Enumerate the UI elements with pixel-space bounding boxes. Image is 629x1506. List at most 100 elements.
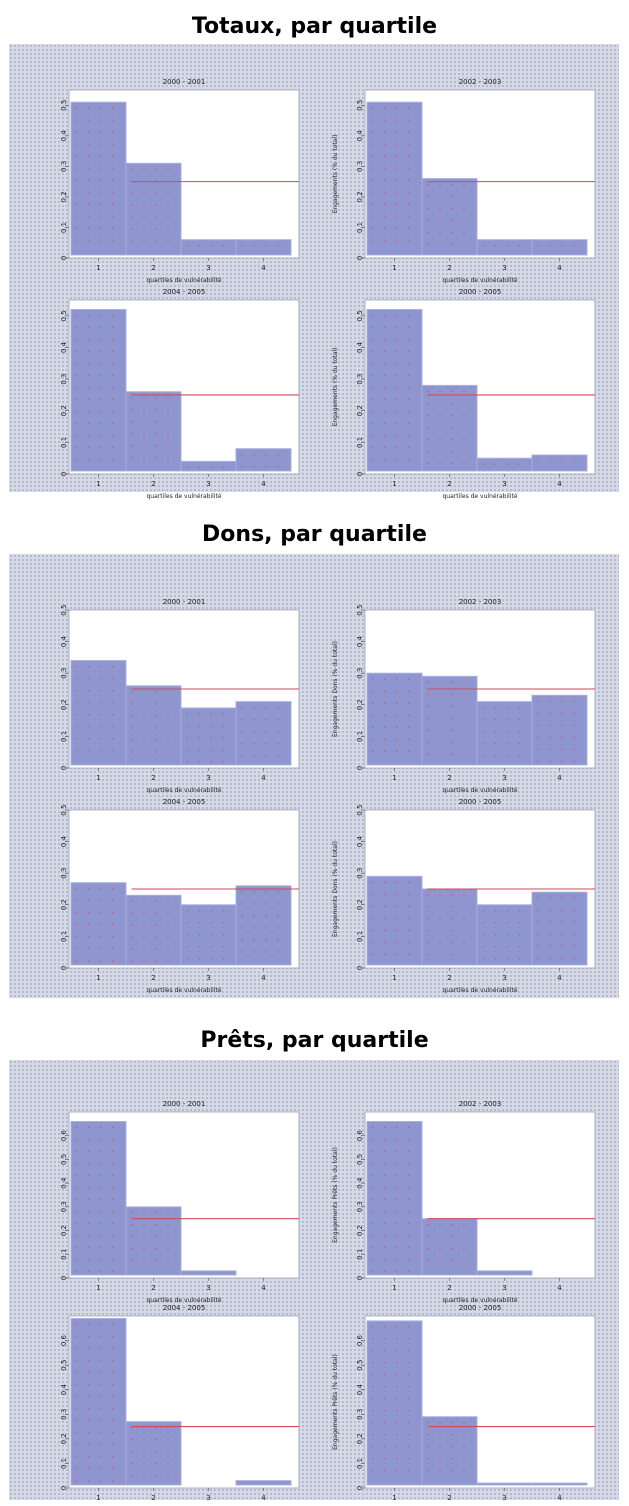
- bar-dot: [463, 894, 465, 896]
- bar-dot: [451, 1446, 453, 1448]
- bar-q1: [70, 101, 127, 256]
- bar-dot: [427, 942, 429, 944]
- bar-dot: [463, 426, 465, 429]
- bar-dot: [482, 706, 484, 709]
- y-tick-label: 0.4: [356, 341, 364, 353]
- bar-dot: [427, 894, 429, 896]
- bar-dot: [210, 946, 212, 948]
- y-tick-label: 0.5: [60, 100, 68, 111]
- bar-dot: [167, 1236, 169, 1238]
- bar-dot: [277, 453, 279, 456]
- bar-dot: [143, 1236, 145, 1238]
- bar-dot: [198, 749, 200, 751]
- bar-dot: [100, 1126, 102, 1129]
- bar-dot: [167, 715, 169, 717]
- bar-dot: [88, 1126, 90, 1129]
- bar-dot: [573, 957, 575, 959]
- bar-dot: [408, 1326, 410, 1328]
- bar-dot: [76, 1258, 78, 1261]
- figure-prets: 2000 - 2001 1 2 3 4 0 0.1 0.2 0.3 0.4 0.5 0.6 quarti…: [60, 1100, 596, 1502]
- bar-dot: [408, 714, 410, 716]
- bar-dot: [88, 959, 90, 962]
- bar-dot: [384, 678, 386, 680]
- bar-dot: [427, 1236, 429, 1238]
- panel-title: 2000 - 2001: [163, 598, 206, 606]
- bar-dot: [561, 933, 563, 935]
- bar-dot: [100, 410, 102, 413]
- bar-dot: [143, 1260, 145, 1262]
- bar-dot: [372, 917, 374, 920]
- bar-dot: [396, 702, 398, 704]
- bar-dot: [76, 374, 78, 377]
- bar-dot: [76, 167, 78, 169]
- bar-dot: [88, 143, 90, 145]
- bar-dot: [265, 718, 267, 721]
- bar-dot: [408, 1150, 410, 1153]
- bar-dot: [210, 934, 212, 936]
- bar-dot: [463, 705, 465, 708]
- bar-dot: [463, 942, 465, 944]
- bar-q3: [476, 1270, 533, 1276]
- bar-dot: [451, 390, 453, 393]
- bar-dot: [451, 402, 453, 405]
- chart-panel: 2000 - 2001 1 2 3 4 0 0.1 0.2 0.3 0.4 0.5 quartiles…: [60, 598, 300, 794]
- bar-dot: [451, 207, 453, 210]
- bar-dot: [372, 1150, 374, 1153]
- bar-dot: [100, 1162, 102, 1165]
- bar-dot: [463, 414, 465, 417]
- bar-dot: [439, 729, 441, 732]
- bar-dot: [494, 718, 496, 721]
- bar-dot: [155, 1438, 157, 1441]
- bar-dot: [88, 737, 90, 740]
- y-tick-label: 0.4: [60, 1384, 68, 1396]
- bar-dot: [88, 1347, 90, 1350]
- bar-dot: [518, 463, 520, 465]
- bar-q4: [531, 891, 588, 966]
- bar-dot: [384, 1398, 386, 1400]
- bar-dot: [408, 239, 410, 241]
- bar-dot: [88, 677, 90, 680]
- bar-dot: [112, 398, 114, 401]
- bar-dot: [186, 934, 188, 936]
- panel-title: 2004 - 2005: [163, 288, 206, 296]
- bar-dot: [427, 450, 429, 453]
- bar-dot: [408, 1174, 410, 1177]
- y-tick-label: 0.2: [356, 1225, 364, 1236]
- bar-q2: [125, 894, 182, 966]
- bar-dot: [253, 891, 255, 893]
- bar-dot: [76, 1270, 78, 1273]
- y-tick-label: 0.2: [356, 899, 364, 910]
- bar-dot: [372, 1362, 374, 1364]
- bar-dot: [100, 1395, 102, 1398]
- x-tick-label: 4: [557, 480, 562, 488]
- bar-dot: [561, 897, 563, 899]
- bar-dot: [384, 326, 386, 329]
- bar-q3: [476, 701, 533, 766]
- bar-dot: [463, 231, 465, 234]
- bar-dot: [372, 107, 374, 109]
- bar-dot: [143, 751, 145, 753]
- x-tick-label: 2: [151, 480, 155, 488]
- bar-dot: [76, 665, 78, 668]
- bar-dot: [241, 244, 243, 247]
- bar-dot: [463, 753, 465, 756]
- bar-dot: [143, 912, 145, 915]
- bar-dot: [463, 693, 465, 696]
- chart-panel: 2000 - 2005 1 2 3 4 0 0.1 0.2 0.3 0.4 0.5 quartiles…: [332, 288, 596, 500]
- bar-dot: [100, 1431, 102, 1434]
- bar-dot: [408, 374, 410, 377]
- x-axis-label: quartiles de vulnérabilité: [146, 1297, 221, 1304]
- bar-dot: [439, 693, 441, 696]
- x-tick-label: 1: [96, 974, 100, 982]
- bar-dot: [76, 203, 78, 205]
- bar-q2: [421, 384, 478, 472]
- bar-dot: [155, 433, 157, 435]
- bar-dot: [167, 912, 169, 915]
- bar-dot: [100, 959, 102, 962]
- bar-dot: [573, 244, 575, 247]
- bar-dot: [112, 1383, 114, 1386]
- bar-dot: [451, 930, 453, 932]
- bar-dot: [372, 1350, 374, 1352]
- bar-dot: [88, 203, 90, 205]
- bar-q4: [235, 448, 292, 472]
